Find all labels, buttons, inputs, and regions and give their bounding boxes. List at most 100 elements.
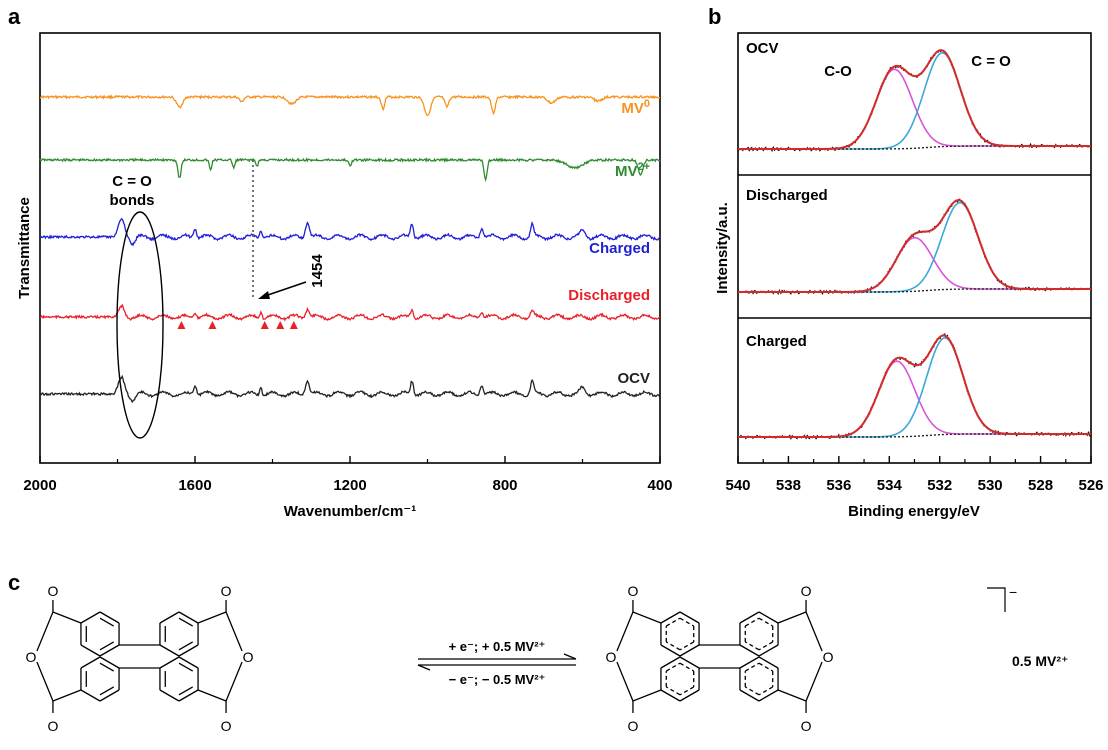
ring-bond bbox=[758, 656, 779, 669]
inner-bond bbox=[178, 641, 194, 651]
oxygen-atom-left-O-top: O bbox=[48, 583, 59, 599]
inner-bond bbox=[758, 686, 774, 696]
ring-bond bbox=[99, 689, 120, 702]
c-o-peak-label: C-O bbox=[824, 63, 852, 80]
inner-bond bbox=[665, 686, 681, 696]
series-label-3: Discharged bbox=[568, 287, 650, 304]
ring-bond bbox=[178, 689, 199, 702]
xps-baseline-1 bbox=[738, 288, 1091, 293]
anhydride-bond bbox=[36, 611, 54, 652]
peak-1454-label: 1454 bbox=[309, 254, 326, 288]
ring-bond bbox=[80, 644, 101, 657]
panel-b-ylabel: Intensity/a.u. bbox=[714, 202, 731, 294]
ring-bond bbox=[679, 644, 700, 657]
anhydride-bond bbox=[52, 689, 82, 702]
panel-b-label: b bbox=[708, 4, 721, 29]
anhydride-bond bbox=[616, 611, 634, 652]
b-tick-label-4: 532 bbox=[927, 477, 952, 494]
triangle-marker-4 bbox=[289, 321, 298, 329]
b-tick-label-0: 540 bbox=[725, 477, 750, 494]
reverse-arrow-head bbox=[417, 664, 431, 671]
panel-c-scheme: O O O O O O O O O O O O + e⁻; + 0.5 MV²⁺ − e⁻; − 0… bbox=[26, 583, 1069, 734]
anhydride-bond bbox=[52, 611, 82, 624]
oxygen-atom-right-O-bottom: O bbox=[221, 718, 232, 734]
ftir-trace-3 bbox=[39, 303, 661, 322]
inner-bond bbox=[665, 641, 681, 651]
a-tick-label-0: 2000 bbox=[23, 477, 56, 494]
panel-a-ticks: 2000 1600 1200 800 400 bbox=[23, 456, 673, 494]
oxygen-atom-right-O-ring: O bbox=[243, 649, 254, 665]
inner-bond bbox=[744, 686, 760, 696]
discharged-triangles bbox=[177, 321, 298, 329]
inner-bond bbox=[744, 617, 760, 627]
reduced-ptcda-molecule: O O O O O O bbox=[606, 583, 834, 734]
oxygen-atom-left-O-ring: O bbox=[606, 649, 617, 665]
ring-bond bbox=[660, 689, 681, 702]
co-bonds-ellipse bbox=[116, 211, 164, 439]
inner-bond bbox=[178, 662, 194, 672]
ring-bond bbox=[679, 656, 700, 669]
ocv-subpanel-title: OCV bbox=[746, 40, 779, 57]
series-label-0: MV0 bbox=[621, 98, 650, 117]
peak-1454-arrow bbox=[261, 281, 307, 298]
ring-bond bbox=[99, 611, 120, 624]
anhydride-bond bbox=[197, 611, 227, 624]
charged-subpanel-title: Charged bbox=[746, 333, 807, 350]
inner-bond bbox=[758, 617, 774, 627]
inner-bond bbox=[665, 662, 681, 672]
panel-b-chart: 540 538 536 534 532 530 528 526 Intensity/a.u. … bbox=[714, 32, 1104, 520]
peak-1454-arrowhead bbox=[258, 291, 270, 299]
ring-bond bbox=[660, 644, 681, 657]
ring-bond bbox=[739, 611, 760, 624]
b-tick-label-3: 534 bbox=[877, 477, 903, 494]
ring-bond bbox=[99, 644, 120, 657]
anhydride-bond bbox=[805, 661, 823, 702]
a-tick-label-1: 1600 bbox=[178, 477, 211, 494]
b-tick-label-1: 538 bbox=[776, 477, 801, 494]
panel-a-ylabel: Transmittance bbox=[16, 197, 33, 299]
ring-bond bbox=[178, 644, 199, 657]
series-label-4: OCV bbox=[617, 370, 650, 387]
ring-bond bbox=[660, 611, 681, 624]
ftir-trace-0 bbox=[40, 94, 661, 117]
inner-bond bbox=[178, 686, 194, 696]
anion-charge: − bbox=[1009, 584, 1017, 600]
xps-raw-0 bbox=[737, 49, 1092, 153]
oxygen-atom-left-O-ring: O bbox=[26, 649, 37, 665]
inner-bond bbox=[99, 617, 115, 627]
anhydride-bond bbox=[197, 689, 227, 702]
ring-bond bbox=[178, 611, 199, 624]
ring-bond bbox=[159, 611, 180, 624]
a-tick-label-2: 1200 bbox=[333, 477, 366, 494]
anhydride-bond bbox=[225, 611, 243, 652]
series-label-2: Charged bbox=[589, 240, 650, 257]
anhydride-bond bbox=[632, 611, 662, 624]
inner-bond bbox=[99, 686, 115, 696]
anhydride-bond bbox=[616, 661, 634, 702]
inner-bond bbox=[99, 662, 115, 672]
oxygen-atom-right-O-top: O bbox=[221, 583, 232, 599]
inner-bond bbox=[665, 617, 681, 627]
ring-bond bbox=[739, 644, 760, 657]
ring-bond bbox=[99, 656, 120, 669]
xps-envelope-2 bbox=[738, 334, 1091, 438]
inner-bond bbox=[178, 617, 194, 627]
inner-bond bbox=[744, 662, 760, 672]
triangle-marker-1 bbox=[208, 321, 217, 329]
a-tick-label-4: 400 bbox=[647, 477, 672, 494]
anhydride-bond bbox=[777, 611, 807, 624]
xps-peak-0-0 bbox=[738, 68, 1091, 150]
oxygen-atom-right-O-bottom: O bbox=[801, 718, 812, 734]
ring-bond bbox=[739, 656, 760, 669]
panel-c-label: c bbox=[8, 570, 20, 595]
b-tick-label-6: 528 bbox=[1028, 477, 1053, 494]
anhydride-bond bbox=[805, 611, 823, 652]
oxygen-atom-left-O-bottom: O bbox=[628, 718, 639, 734]
xps-raw-1 bbox=[737, 198, 1092, 296]
inner-bond bbox=[744, 641, 760, 651]
ring-bond bbox=[159, 656, 180, 669]
b-tick-label-5: 530 bbox=[978, 477, 1003, 494]
ring-bond bbox=[660, 656, 681, 669]
xps-envelope-1 bbox=[738, 199, 1091, 293]
